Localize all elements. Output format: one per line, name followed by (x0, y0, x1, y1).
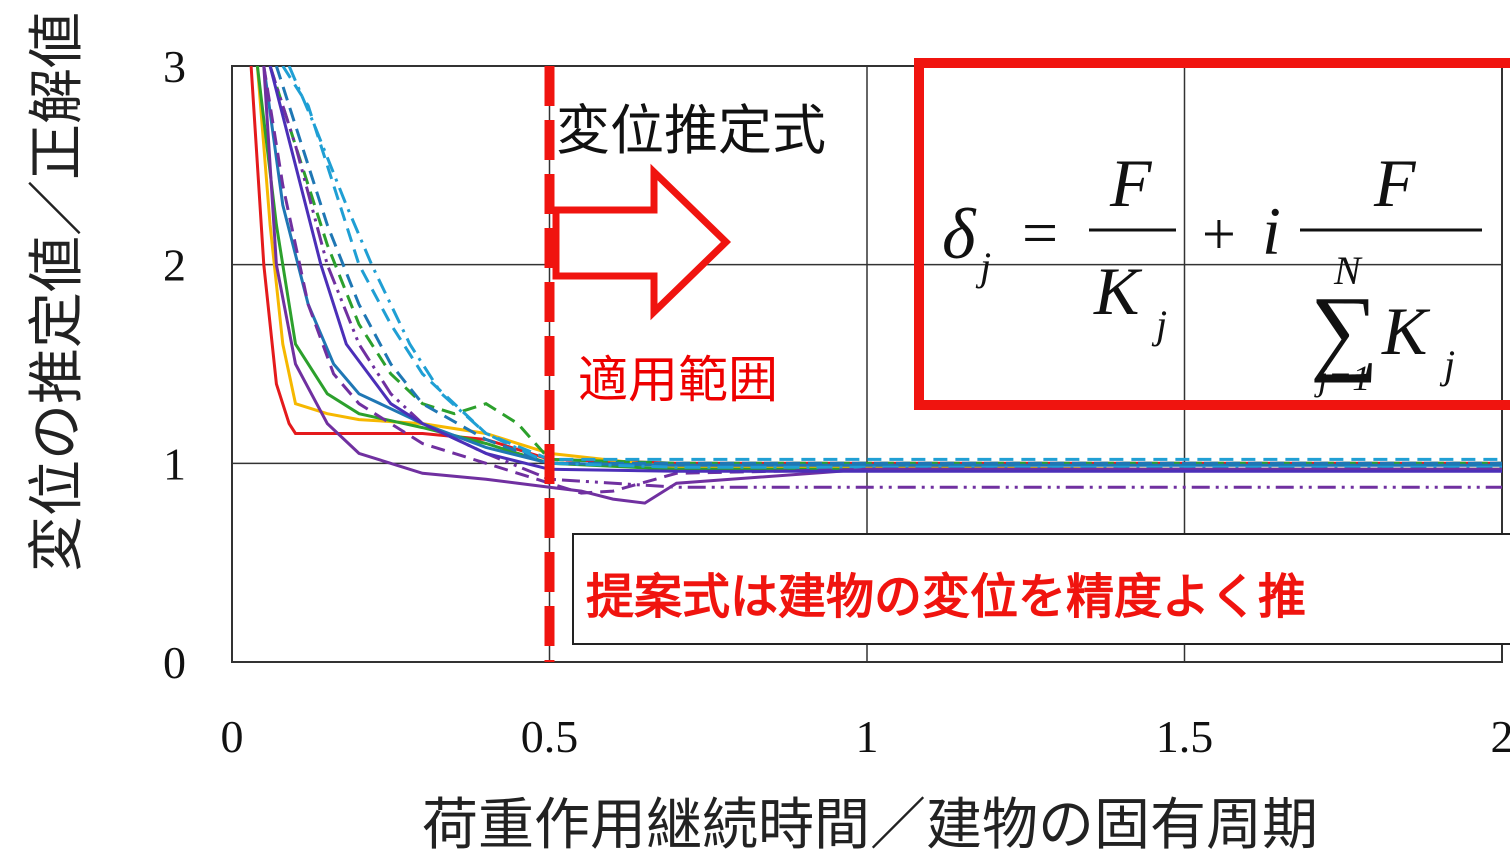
formula-coef: i (1262, 193, 1281, 269)
y-tick-label: 1 (163, 438, 186, 489)
formula-den1: K (1093, 253, 1143, 329)
formula-sum-lower: j=1 (1314, 358, 1370, 398)
formula-lhs-sub: j (975, 244, 991, 289)
formula-den2-sub: j (1439, 342, 1455, 387)
applicable-range-label: 適用範囲 (578, 340, 778, 412)
conclusion-box: 提案式は建物の変位を精度よく推 (572, 533, 1510, 645)
x-tick-label: 1.5 (1156, 711, 1214, 762)
y-axis-label: 変位の推定値／正解値 (8, 0, 108, 720)
formula-den1-sub: j (1151, 302, 1167, 347)
y-tick-label: 3 (163, 41, 186, 92)
formula-plus: + (1202, 201, 1236, 267)
y-tick-label: 0 (163, 637, 186, 688)
formula-eq: = (1022, 197, 1058, 268)
x-tick-label: 0 (221, 711, 244, 762)
formula-num1: F (1109, 145, 1153, 221)
x-tick-label: 2 (1491, 711, 1510, 762)
formula-box: δ j = F K j + i F N ∑ K j j=1 (914, 58, 1510, 410)
conclusion-text: 提案式は建物の変位を精度よく推 (586, 557, 1306, 627)
formula-title: 変位推定式 (556, 86, 826, 165)
x-tick-label: 1 (856, 711, 879, 762)
x-tick-label: 0.5 (521, 711, 579, 762)
formula-lhs: δ (942, 194, 977, 274)
formula-num2: F (1373, 145, 1417, 221)
formula-den2: K (1381, 293, 1431, 369)
arrow-right-icon (556, 172, 726, 312)
x-axis-label: 荷重作用継続時間／建物の固有周期 (230, 780, 1510, 861)
y-tick-label: 2 (163, 240, 186, 291)
